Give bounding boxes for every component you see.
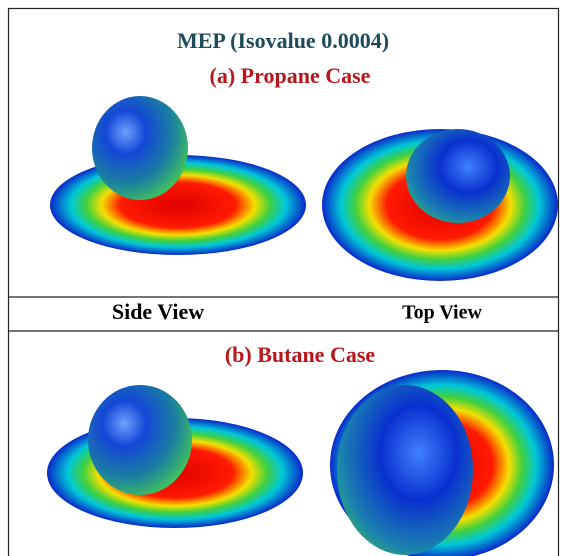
butane-side-view xyxy=(47,385,303,528)
propane-top-view xyxy=(322,129,558,281)
panel-label: (b) Butane Case xyxy=(225,342,376,367)
panel-label: (a) Propane Case xyxy=(210,63,371,88)
propane-side-view xyxy=(50,96,306,255)
figure: MEP (Isovalue 0.0004) (a) Propane Case S… xyxy=(0,0,567,556)
view-label: Top View xyxy=(402,302,482,324)
view-label: Side View xyxy=(112,299,204,324)
figure-title: MEP (Isovalue 0.0004) xyxy=(177,28,389,53)
butane-top-view xyxy=(330,370,554,556)
